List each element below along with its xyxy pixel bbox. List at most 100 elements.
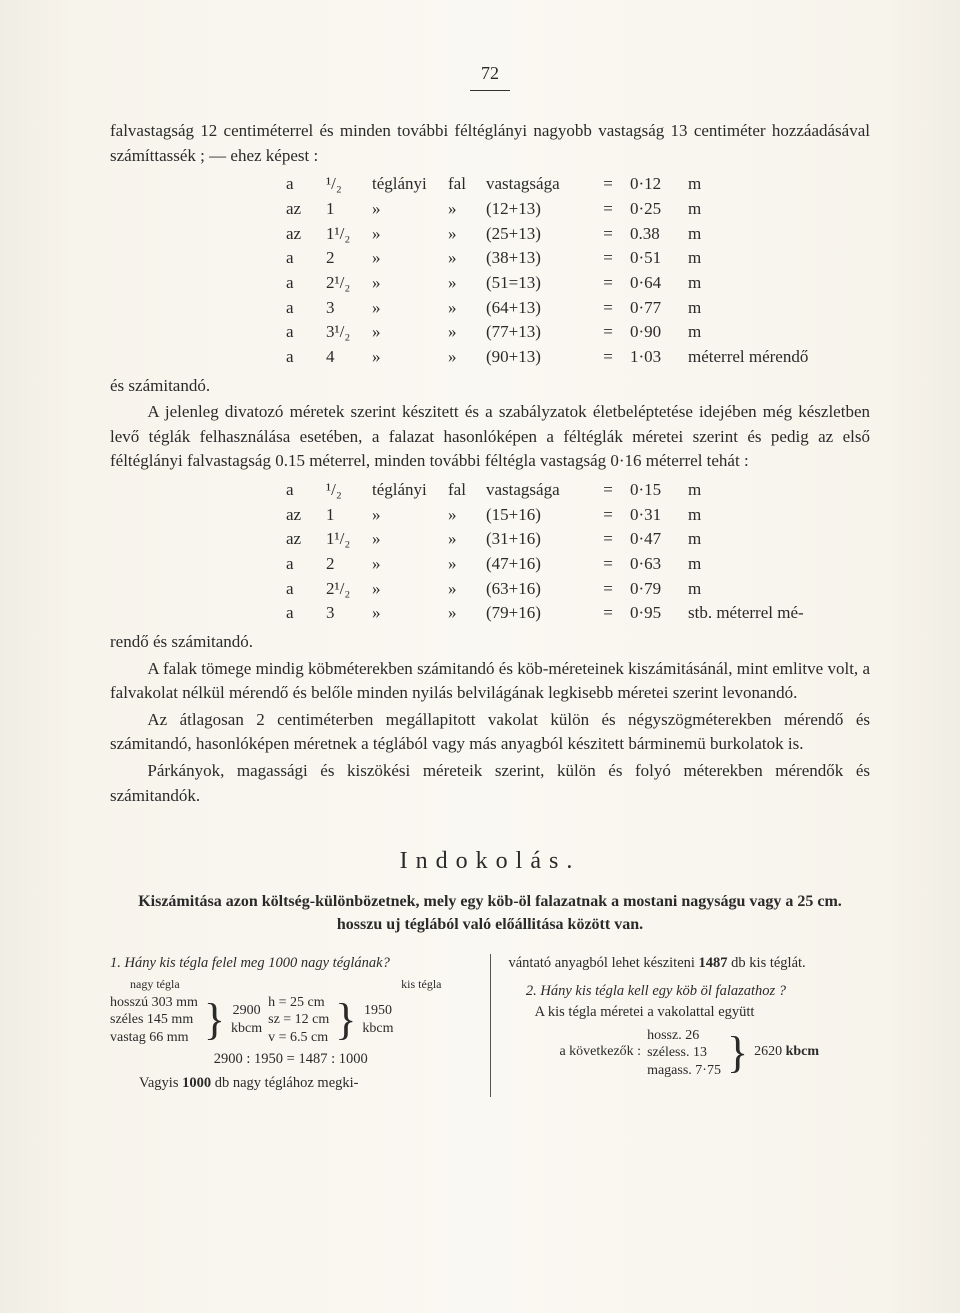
- cell-eq: =: [592, 478, 624, 503]
- header-kis: kis tégla: [401, 976, 441, 992]
- cell-f: »: [442, 503, 480, 528]
- paragraph-4: rendő és számitandó.: [110, 630, 870, 655]
- right-column: vántató anyagból lehet késziteni 1487 db…: [509, 954, 871, 1097]
- cell-t: »: [366, 527, 442, 552]
- cell-a: az: [280, 197, 320, 222]
- left-column: 1. Hány kis tégla felel meg 1000 nagy té…: [110, 954, 472, 1097]
- cell-unit: m: [682, 271, 814, 296]
- cell-eq: =: [592, 296, 624, 321]
- cell-calc: (15+16): [480, 503, 592, 528]
- cell-unit: m: [682, 222, 814, 247]
- cell-a: az: [280, 527, 320, 552]
- brick-headers: nagy tégla kis tégla: [110, 976, 472, 992]
- table-row: a3»»(79+16)=0·95stb. méterrel mé-: [280, 601, 810, 626]
- cell-n: 4: [320, 345, 366, 370]
- page-number-rule: [470, 90, 510, 91]
- kis-volume: 1950kbcm: [362, 1002, 393, 1037]
- cell-eq: =: [592, 345, 624, 370]
- cell-eq: =: [592, 552, 624, 577]
- cell-t: »: [366, 246, 442, 271]
- document-page: 72 falvastagság 12 centiméterrel és mind…: [0, 0, 960, 1313]
- cell-t: »: [366, 577, 442, 602]
- cell-calc: (63+16): [480, 577, 592, 602]
- cell-unit: m: [682, 197, 814, 222]
- cell-eq: =: [592, 172, 624, 197]
- column-divider: [490, 954, 491, 1097]
- cell-n: 1: [320, 197, 366, 222]
- cell-unit: m: [682, 552, 810, 577]
- table-row: a¹/₂téglányifalvastagsága=0·15m: [280, 478, 810, 503]
- cell-a: az: [280, 503, 320, 528]
- cell-calc: (79+16): [480, 601, 592, 626]
- dimensions-row: a következők : hossz. 26széless. 13magas…: [509, 1027, 871, 1080]
- cell-n: 2: [320, 552, 366, 577]
- cell-f: fal: [442, 172, 480, 197]
- cell-a: az: [280, 222, 320, 247]
- cell-a: a: [280, 246, 320, 271]
- cell-val: 0·47: [624, 527, 682, 552]
- cell-val: 0·31: [624, 503, 682, 528]
- cell-t: »: [366, 296, 442, 321]
- cell-val: 0·77: [624, 296, 682, 321]
- paragraph-7: Párkányok, magassági és kiszökési mérete…: [110, 759, 870, 808]
- cell-f: »: [442, 271, 480, 296]
- cell-n: 1¹/₂: [320, 222, 366, 247]
- cell-unit: m: [682, 478, 810, 503]
- cell-a: a: [280, 172, 320, 197]
- brace-icon: }: [204, 1002, 225, 1037]
- brace-icon: }: [727, 1035, 748, 1070]
- cell-f: »: [442, 246, 480, 271]
- header-nagy: nagy tégla: [130, 976, 180, 992]
- brick-dimensions: hosszú 303 mmszéles 145 mmvastag 66 mm }…: [110, 994, 472, 1047]
- cell-unit: m: [682, 527, 810, 552]
- cell-n: 3¹/₂: [320, 320, 366, 345]
- cell-unit: m: [682, 577, 810, 602]
- cell-t: »: [366, 197, 442, 222]
- cell-n: 1: [320, 503, 366, 528]
- cell-n: ¹/₂: [320, 172, 366, 197]
- cell-calc: vastagsága: [480, 478, 592, 503]
- cell-t: »: [366, 320, 442, 345]
- cell-f: »: [442, 577, 480, 602]
- cell-eq: =: [592, 246, 624, 271]
- dims-result: 2620 kbcm: [754, 1043, 819, 1062]
- cell-val: 0·25: [624, 197, 682, 222]
- cell-eq: =: [592, 320, 624, 345]
- table-row: a2¹/₂»»(51=13)=0·64m: [280, 271, 814, 296]
- paragraph-6: Az átlagosan 2 centiméterben megállapito…: [110, 708, 870, 757]
- cell-unit: m: [682, 172, 814, 197]
- cell-eq: =: [592, 222, 624, 247]
- table-row: a¹/₂téglányifalvastagsága=0·12m: [280, 172, 814, 197]
- cell-val: 1·03: [624, 345, 682, 370]
- cell-val: 0·64: [624, 271, 682, 296]
- cell-t: »: [366, 345, 442, 370]
- cell-eq: =: [592, 527, 624, 552]
- table-row: az1¹/₂»»(25+13)=0.38m: [280, 222, 814, 247]
- cell-n: 2¹/₂: [320, 577, 366, 602]
- cell-calc: (90+13): [480, 345, 592, 370]
- cell-a: a: [280, 478, 320, 503]
- cell-calc: (31+16): [480, 527, 592, 552]
- cell-val: 0·12: [624, 172, 682, 197]
- ratio-line: 2900 : 1950 = 1487 : 1000: [110, 1050, 472, 1070]
- cell-a: a: [280, 296, 320, 321]
- table-row: az1»»(15+16)=0·31m: [280, 503, 810, 528]
- cell-a: a: [280, 577, 320, 602]
- cell-val: 0·15: [624, 478, 682, 503]
- cell-f: »: [442, 527, 480, 552]
- conclusion-line: Vagyis 1000 db nagy téglához megki-: [110, 1074, 472, 1094]
- table-row: a4»»(90+13)=1·03méterrel mérendő: [280, 345, 814, 370]
- cell-val: 0·51: [624, 246, 682, 271]
- page-number: 72: [110, 60, 870, 86]
- table-row: a3¹/₂»»(77+13)=0·90m: [280, 320, 814, 345]
- cell-calc: vastagsága: [480, 172, 592, 197]
- dims-lead: a következők :: [559, 1043, 641, 1062]
- cell-t: »: [366, 601, 442, 626]
- cell-eq: =: [592, 271, 624, 296]
- kis-dimensions: h = 25 cmsz = 12 cmv = 6.5 cm: [268, 994, 329, 1047]
- cell-val: 0·90: [624, 320, 682, 345]
- cell-unit: méterrel mérendő: [682, 345, 814, 370]
- cell-unit: m: [682, 246, 814, 271]
- paragraph-2: és számitandó.: [110, 374, 870, 399]
- cell-f: »: [442, 601, 480, 626]
